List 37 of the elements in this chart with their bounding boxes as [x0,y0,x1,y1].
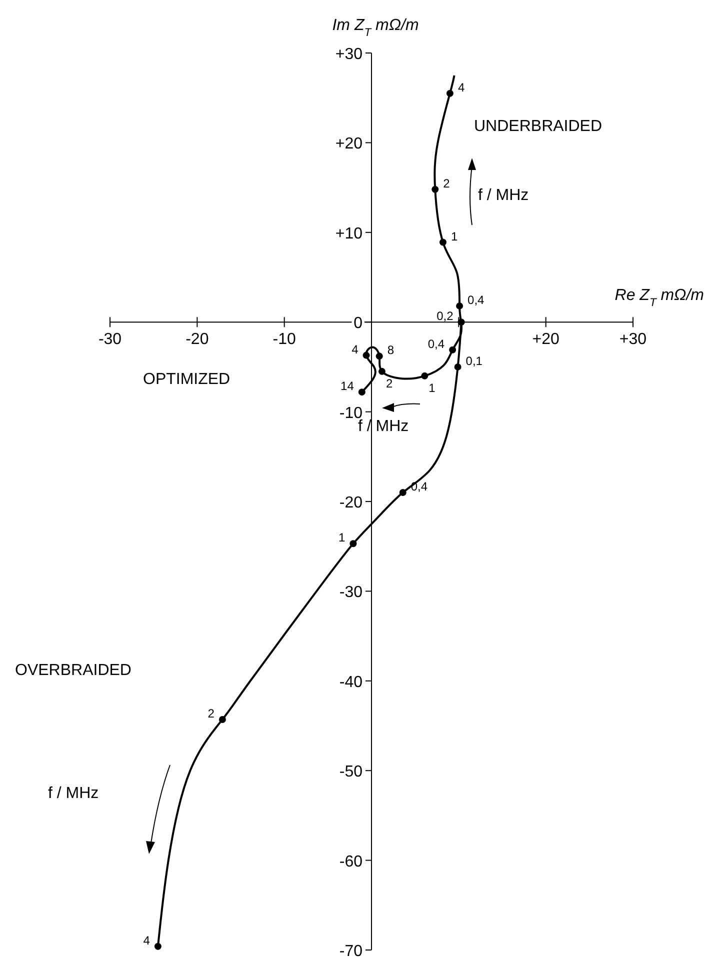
y-tick-label: +10 [335,225,363,242]
y-tick-label: -40 [339,674,363,691]
annotation: 2 [443,176,450,190]
x-tick-label: -10 [272,331,296,348]
annotation: OPTIMIZED [143,371,230,388]
y-tick-label: -70 [339,943,363,958]
annotation: 4 [143,933,150,948]
annotation: 14 [340,379,354,394]
y-tick-label: -50 [339,764,363,781]
annotation: 8 [387,343,394,358]
x-tick-label: +30 [619,331,647,348]
annotation: 1 [450,229,458,244]
y-tick-label: -30 [339,584,363,602]
annotation: 0,2 [436,309,454,324]
annotation: 1 [428,380,436,395]
annotation: OVERBRAIDED [15,662,132,679]
x-tick-label: +20 [532,331,560,348]
y-tick-label: +20 [335,136,363,153]
annotation: 0,4 [468,292,485,307]
text: f / MHz [48,785,99,802]
annotation: 0,1 [466,354,483,368]
x-axis-title: Re Z$_{T}$ mΩ/m [614,287,704,310]
annotation: 4 [352,342,359,356]
y-axis-title: Im Z$_{T}$ mΩ/m [332,17,419,39]
annotation: f / MHz [358,418,409,435]
y-tick-label: -60 [339,853,363,870]
x-tick-label: -20 [186,331,209,348]
annotation: 4 [458,80,465,94]
annotation: 1 [338,530,346,545]
annotation: 0,4 [428,336,445,351]
annotation: 2 [386,376,393,390]
x-tick-label: -30 [98,331,122,348]
annotation: f / MHz [478,187,529,204]
y-tick-label: -20 [339,494,363,512]
annotation: 2 [208,706,215,720]
y-tick-label: +30 [335,46,363,63]
annotation: UNDERBRAIDED [474,118,602,135]
